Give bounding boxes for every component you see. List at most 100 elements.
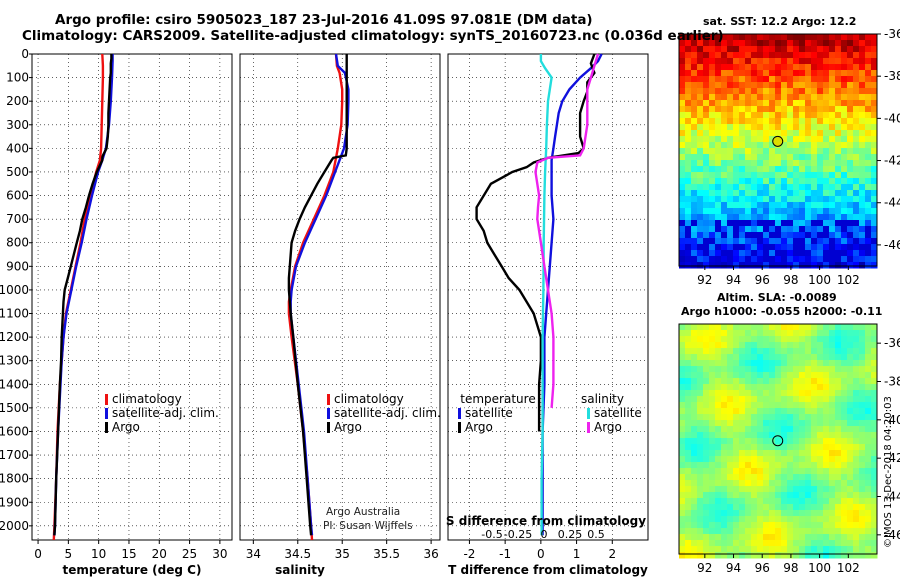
map-cell — [715, 378, 722, 385]
map-cell — [739, 220, 746, 227]
map-cell — [829, 426, 836, 433]
map-cell — [805, 534, 812, 541]
map-x-tick-label: 102 — [837, 273, 860, 287]
map-cell — [823, 342, 830, 349]
map-cell — [685, 378, 692, 385]
map-cell — [817, 40, 824, 47]
map-cell — [871, 330, 878, 337]
map-cell — [715, 82, 722, 89]
map-cell — [859, 510, 866, 517]
map-cell — [865, 324, 872, 331]
map-cell — [691, 474, 698, 481]
map-cell — [685, 226, 692, 233]
map-cell — [733, 516, 740, 523]
map-cell — [865, 160, 872, 167]
map-cell — [865, 462, 872, 469]
map-cell — [787, 456, 794, 463]
map-cell — [805, 244, 812, 251]
map-cell — [799, 342, 806, 349]
map-cell — [727, 522, 734, 529]
map-cell — [775, 124, 782, 131]
map-cell — [703, 136, 710, 143]
map-cell — [691, 456, 698, 463]
map-cell — [763, 262, 770, 269]
map-cell — [841, 504, 848, 511]
map-cell — [739, 40, 746, 47]
map-cell — [763, 510, 770, 517]
map-cell — [853, 106, 860, 113]
map-cell — [697, 534, 704, 541]
legend-swatch — [105, 394, 108, 405]
map-cell — [721, 516, 728, 523]
map-cell — [781, 190, 788, 197]
map-cell — [691, 450, 698, 457]
x-tick-label: 2 — [608, 547, 616, 561]
map-cell — [715, 196, 722, 203]
map-cell — [811, 330, 818, 337]
map-cell — [679, 468, 686, 475]
map-cell — [799, 444, 806, 451]
map-cell — [799, 46, 806, 53]
series-line-salinity-argo — [534, 53, 600, 408]
map-cell — [715, 552, 722, 559]
map-cell — [703, 378, 710, 385]
map-cell — [799, 250, 806, 257]
map-cell — [787, 250, 794, 257]
map-cell — [847, 492, 854, 499]
map-cell — [865, 348, 872, 355]
map-cell — [805, 154, 812, 161]
map-cell — [697, 70, 704, 77]
map-cell — [727, 130, 734, 137]
map-cell — [751, 504, 758, 511]
map-cell — [841, 354, 848, 361]
map-cell — [847, 456, 854, 463]
map-cell — [715, 324, 722, 331]
map-cell — [709, 130, 716, 137]
map-cell — [685, 360, 692, 367]
map-cell — [757, 136, 764, 143]
map-cell — [847, 232, 854, 239]
legend-swatch — [327, 408, 330, 419]
map-cell — [841, 330, 848, 337]
map-cell — [817, 166, 824, 173]
map-cell — [847, 130, 854, 137]
map-cell — [727, 480, 734, 487]
map-cell — [853, 190, 860, 197]
x-tick-label: 35.5 — [373, 547, 400, 561]
map-cell — [715, 390, 722, 397]
map-cell — [763, 160, 770, 167]
map-cell — [787, 528, 794, 535]
map-cell — [721, 172, 728, 179]
map-cell — [799, 178, 806, 185]
map-cell — [835, 390, 842, 397]
map-cell — [841, 106, 848, 113]
map-cell — [757, 262, 764, 269]
map-cell — [859, 348, 866, 355]
map-cell — [829, 444, 836, 451]
map-cell — [817, 456, 824, 463]
map-cell — [787, 324, 794, 331]
map-cell — [691, 504, 698, 511]
map-cell — [799, 402, 806, 409]
map-cell — [721, 76, 728, 83]
x-tick-label: 15 — [121, 547, 136, 561]
map-cell — [727, 378, 734, 385]
map-cell — [769, 100, 776, 107]
map-cell — [733, 178, 740, 185]
map-cell — [757, 46, 764, 53]
legend-label: Argo — [465, 420, 493, 434]
map-cell — [709, 256, 716, 263]
map-cell — [715, 540, 722, 547]
depth-tick-label: 1800 — [0, 472, 29, 486]
map-cell — [751, 546, 758, 553]
map-cell — [691, 402, 698, 409]
map-cell — [703, 438, 710, 445]
series-line-climatology — [287, 53, 344, 541]
map-cell — [757, 82, 764, 89]
map-cell — [847, 100, 854, 107]
map-cell — [805, 342, 812, 349]
map-cell — [739, 408, 746, 415]
map-cell — [697, 226, 704, 233]
map-cell — [715, 372, 722, 379]
map-cell — [793, 88, 800, 95]
